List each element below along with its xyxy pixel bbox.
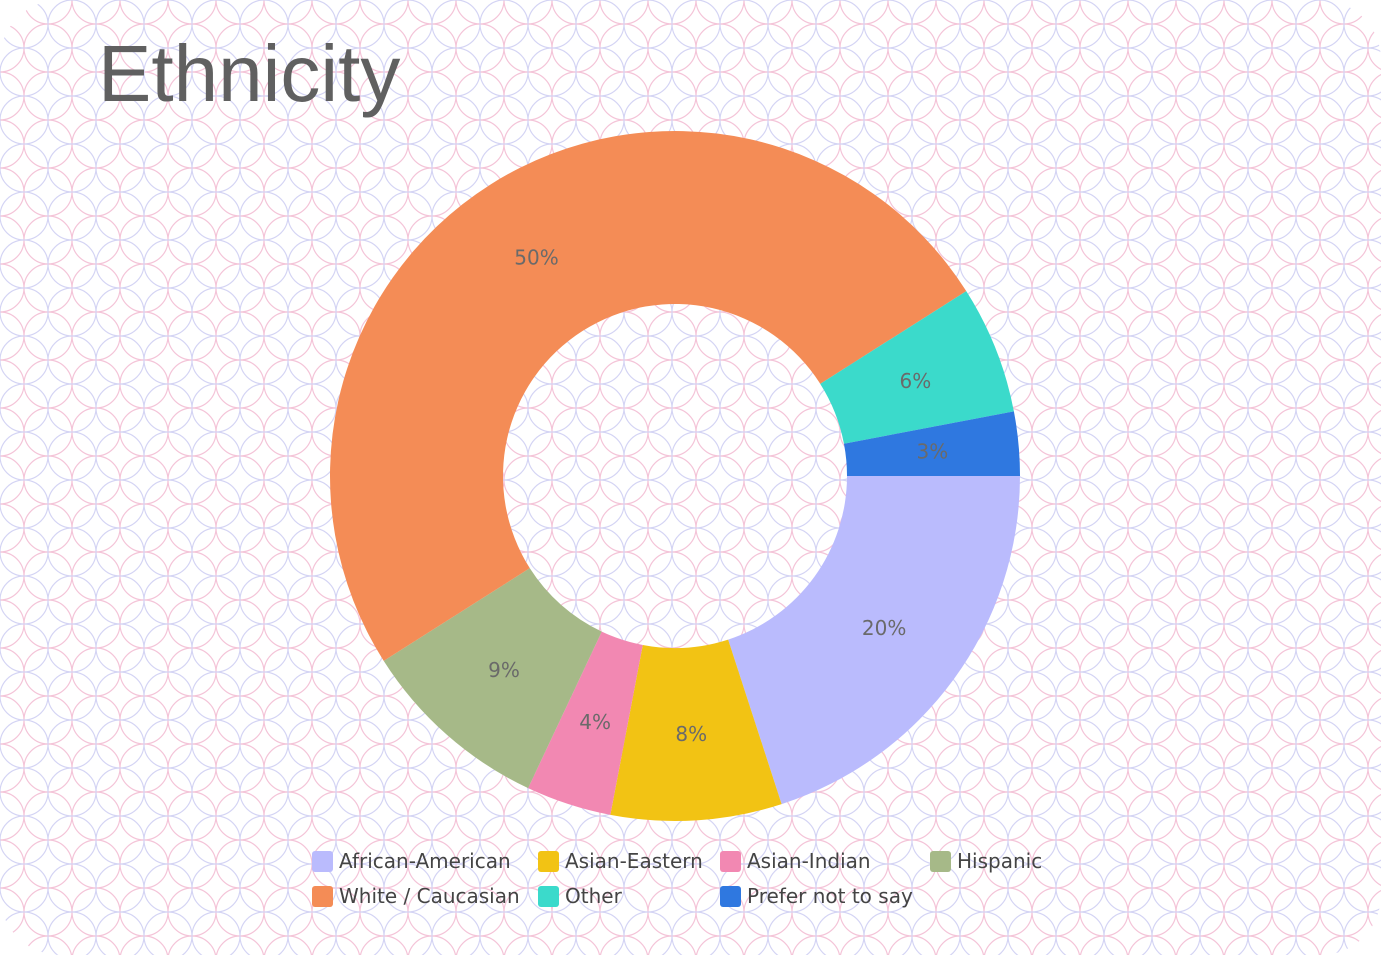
legend-label: African-American <box>339 849 511 873</box>
chart-legend: African-American Asian-Eastern Asian-India… <box>312 846 1072 926</box>
donut-slice-asian-indian[interactable] <box>528 631 643 815</box>
legend-label: Asian-Eastern <box>565 849 703 873</box>
legend-item[interactable]: African-American <box>312 846 511 876</box>
legend-item[interactable]: Asian-Eastern <box>538 846 703 876</box>
donut-slice-hispanic[interactable] <box>383 568 602 789</box>
legend-swatch <box>720 850 741 872</box>
legend-swatch <box>312 885 333 907</box>
legend-item[interactable]: Hispanic <box>930 846 1042 876</box>
slice-label: 50% <box>514 246 558 270</box>
legend-swatch <box>930 850 951 872</box>
donut-slice-prefer-not-to-say[interactable] <box>843 411 1020 476</box>
donut-slice-african-american[interactable] <box>728 476 1020 805</box>
slice-label: 4% <box>579 710 611 734</box>
slice-label: 6% <box>899 369 931 393</box>
slice-label: 8% <box>675 722 707 746</box>
legend-label: Asian-Indian <box>747 849 871 873</box>
chart-title: Ethnicity <box>98 29 401 118</box>
legend-item[interactable]: Prefer not to say <box>720 881 913 911</box>
legend-swatch <box>720 885 741 907</box>
slice-label: 20% <box>862 616 906 640</box>
legend-label: Prefer not to say <box>747 884 913 908</box>
slice-label: 3% <box>916 440 948 464</box>
legend-swatch <box>312 850 333 872</box>
legend-item[interactable]: Other <box>538 881 622 911</box>
legend-swatch <box>538 885 559 907</box>
donut-slice-asian-eastern[interactable] <box>610 639 782 822</box>
legend-swatch <box>538 850 559 872</box>
donut-slice-white-caucasian[interactable] <box>330 131 967 661</box>
legend-label: Hispanic <box>957 849 1043 873</box>
legend-label: Other <box>565 884 622 908</box>
slice-label: 9% <box>488 658 520 682</box>
legend-item[interactable]: White / Caucasian <box>312 881 520 911</box>
legend-label: White / Caucasian <box>339 884 520 908</box>
legend-item[interactable]: Asian-Indian <box>720 846 871 876</box>
donut-slice-other[interactable] <box>820 291 1014 444</box>
